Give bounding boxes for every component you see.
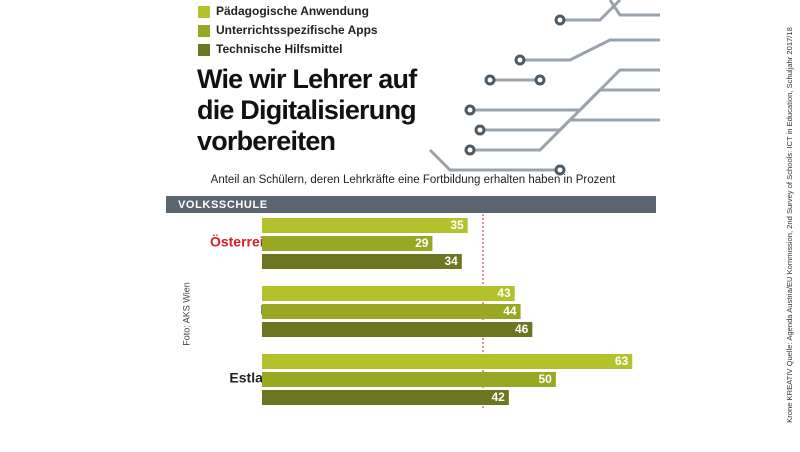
legend-label: Technische Hilfsmittel [216,42,342,56]
value-label: 50 [538,372,552,386]
circuit-nodes [464,14,566,176]
value-label: 29 [415,236,429,250]
section-bar [166,196,656,213]
bar [262,390,509,405]
bar [262,218,468,233]
subtitle: Anteil an Schülern, deren Lehrkräfte ein… [211,174,616,186]
bar [262,372,556,387]
value-label: 63 [615,354,629,368]
value-label: 46 [515,322,529,336]
circuit-decoration [428,0,660,172]
legend-swatch [198,25,210,37]
bar [262,322,533,337]
legend-swatch [198,44,210,56]
legend-label: Unterrichtsspezifische Apps [216,23,378,37]
value-label: 44 [503,304,517,318]
bar [262,354,633,369]
value-label: 34 [444,254,458,268]
bar [262,254,462,269]
bar [262,236,433,251]
value-label: 35 [450,218,464,232]
photo-credit: Foto: AKS Wien [181,282,191,346]
bar [262,304,521,319]
bar [262,286,515,301]
chart-title: Wie wir Lehrer auf die Digitalisierung v… [197,64,417,156]
source: Krone KREATIV Quelle: Agenda Austria/EU … [785,27,794,423]
legend-label: Pädagogische Anwendung [216,4,369,18]
legend-swatch [198,6,210,18]
value-label: 43 [497,286,511,300]
value-label: 42 [491,390,505,404]
section-label: VOLKSSCHULE [178,199,268,211]
